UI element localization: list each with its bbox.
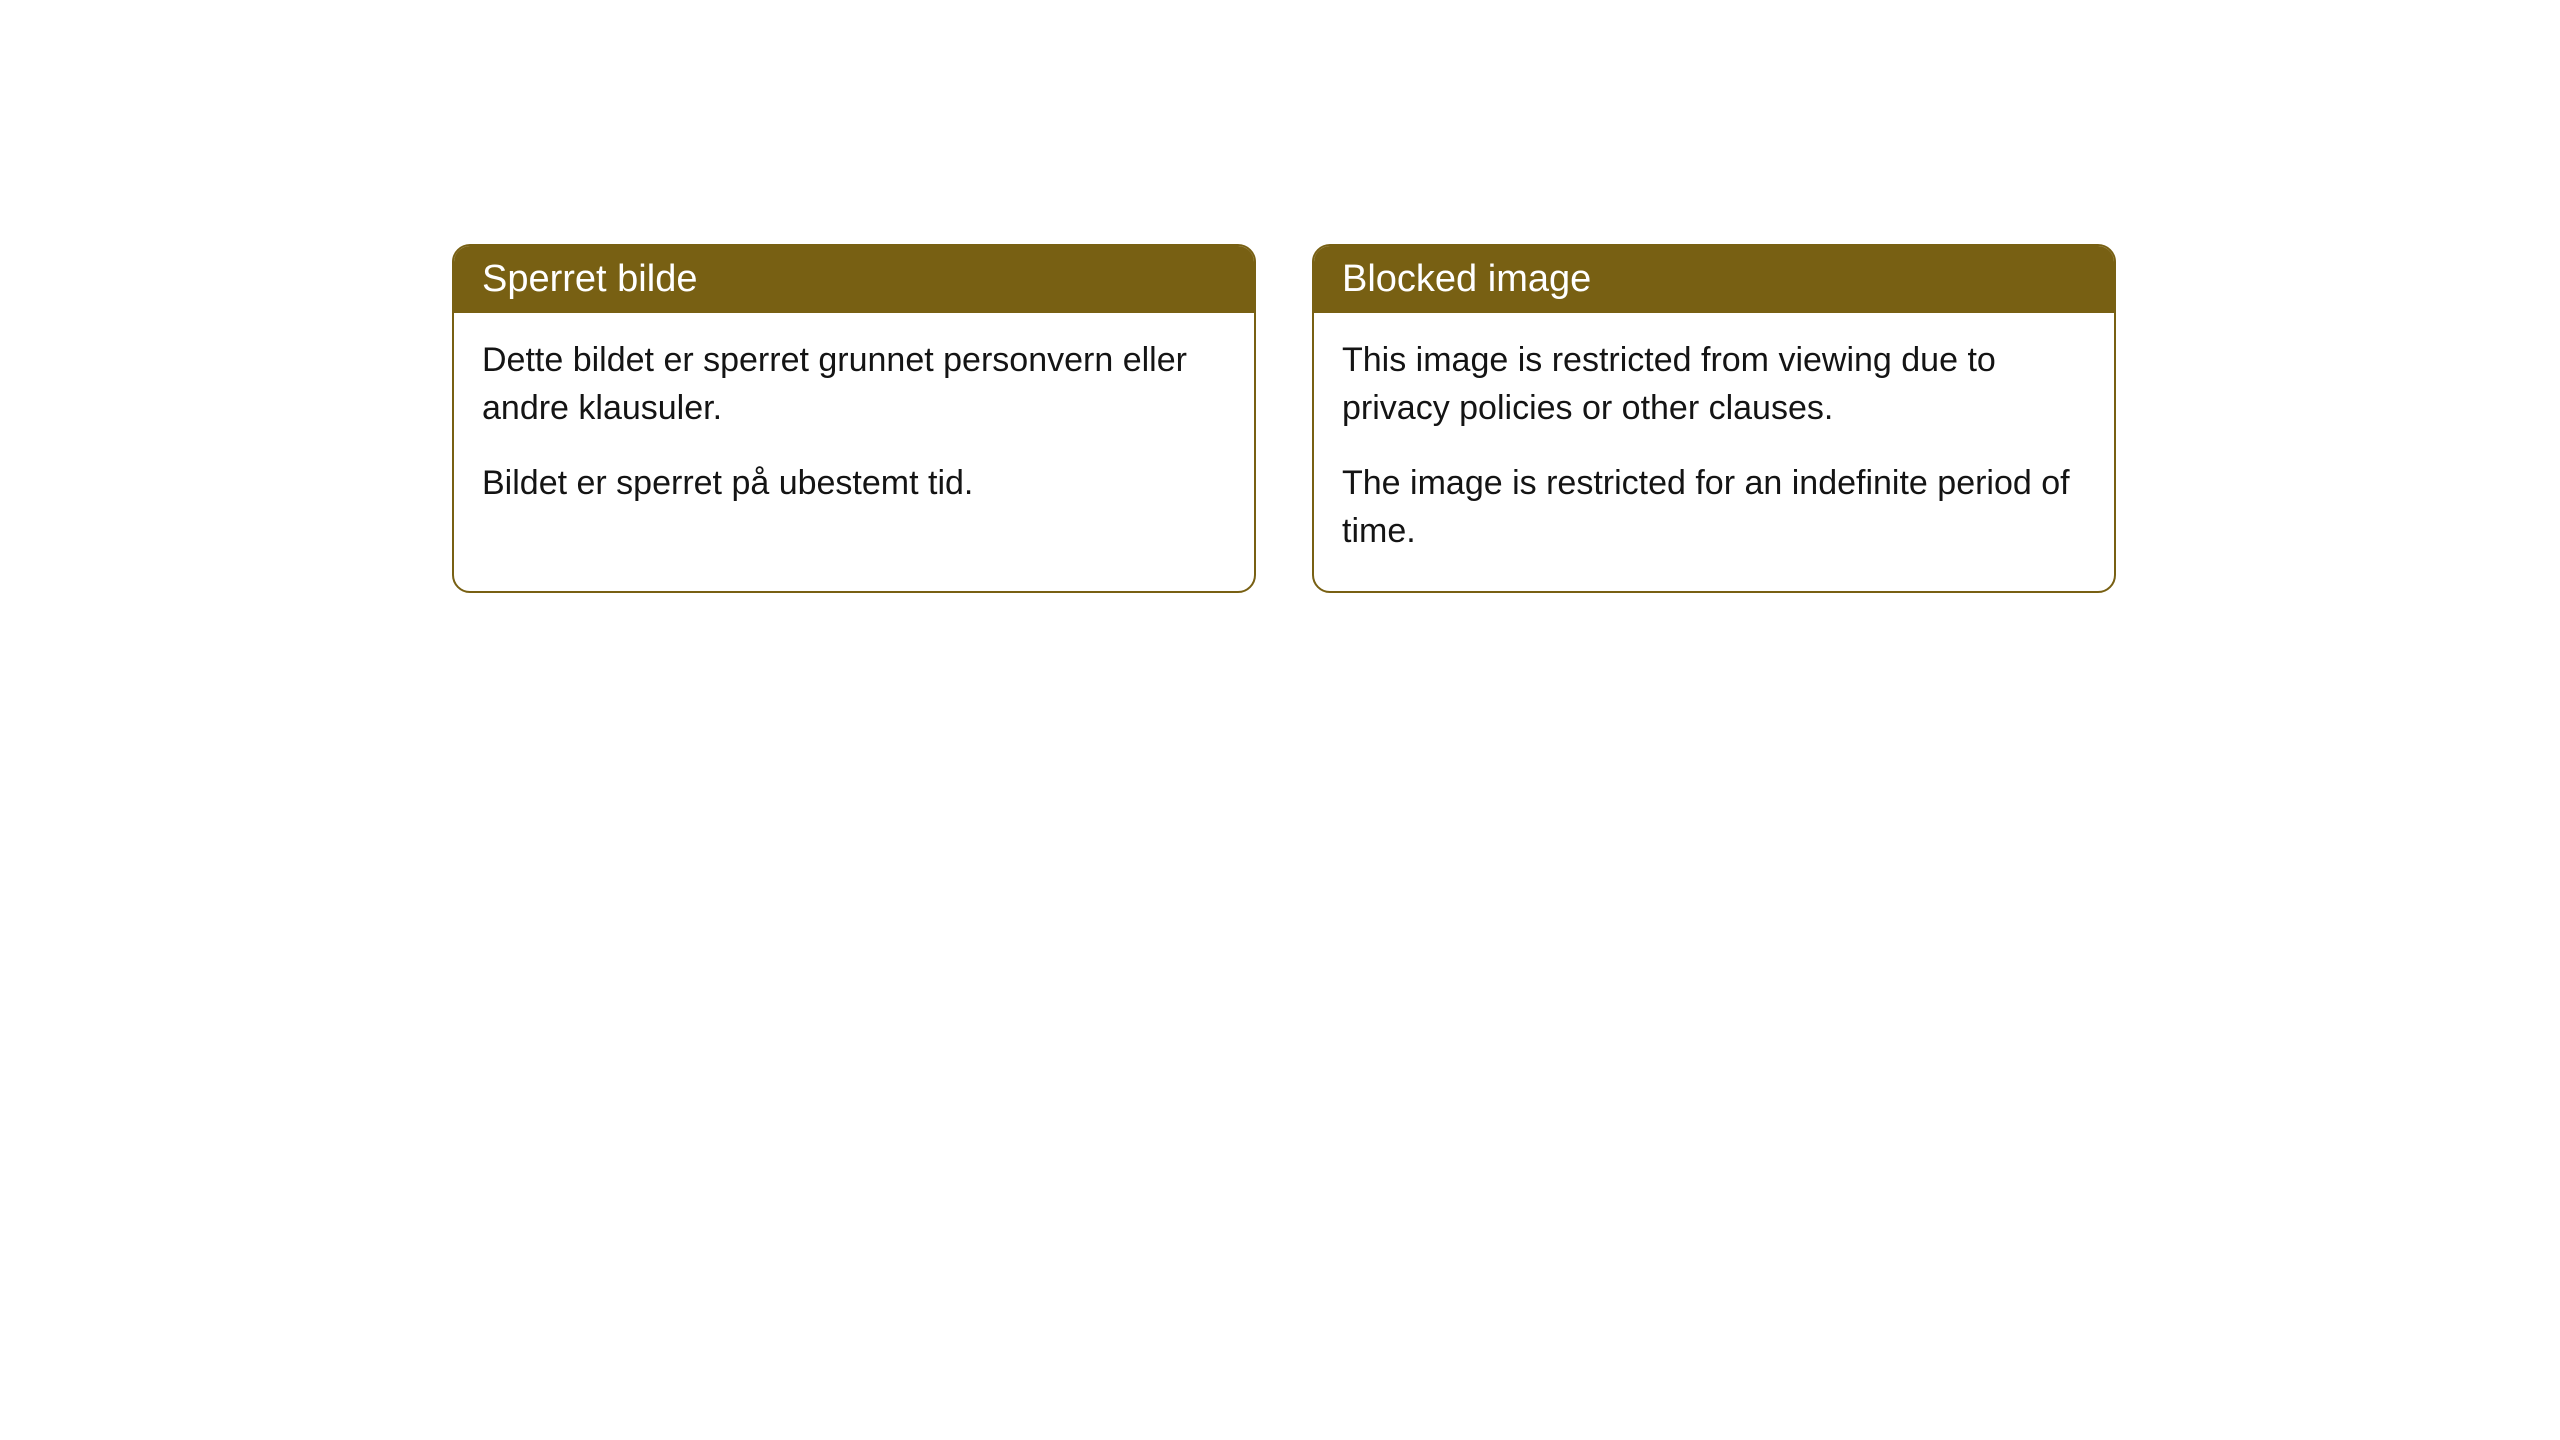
notice-card-norwegian: Sperret bilde Dette bildet er sperret gr… <box>452 244 1256 593</box>
card-title: Blocked image <box>1342 258 1591 300</box>
card-paragraph: This image is restricted from viewing du… <box>1342 337 2086 432</box>
card-body-english: This image is restricted from viewing du… <box>1314 313 2114 591</box>
card-body-norwegian: Dette bildet er sperret grunnet personve… <box>454 313 1254 544</box>
card-header-english: Blocked image <box>1314 246 2114 313</box>
notice-card-english: Blocked image This image is restricted f… <box>1312 244 2116 593</box>
card-header-norwegian: Sperret bilde <box>454 246 1254 313</box>
card-paragraph: The image is restricted for an indefinit… <box>1342 460 2086 555</box>
card-paragraph: Dette bildet er sperret grunnet personve… <box>482 337 1226 432</box>
card-title: Sperret bilde <box>482 258 697 300</box>
notice-cards-container: Sperret bilde Dette bildet er sperret gr… <box>452 244 2116 593</box>
card-paragraph: Bildet er sperret på ubestemt tid. <box>482 460 1226 508</box>
